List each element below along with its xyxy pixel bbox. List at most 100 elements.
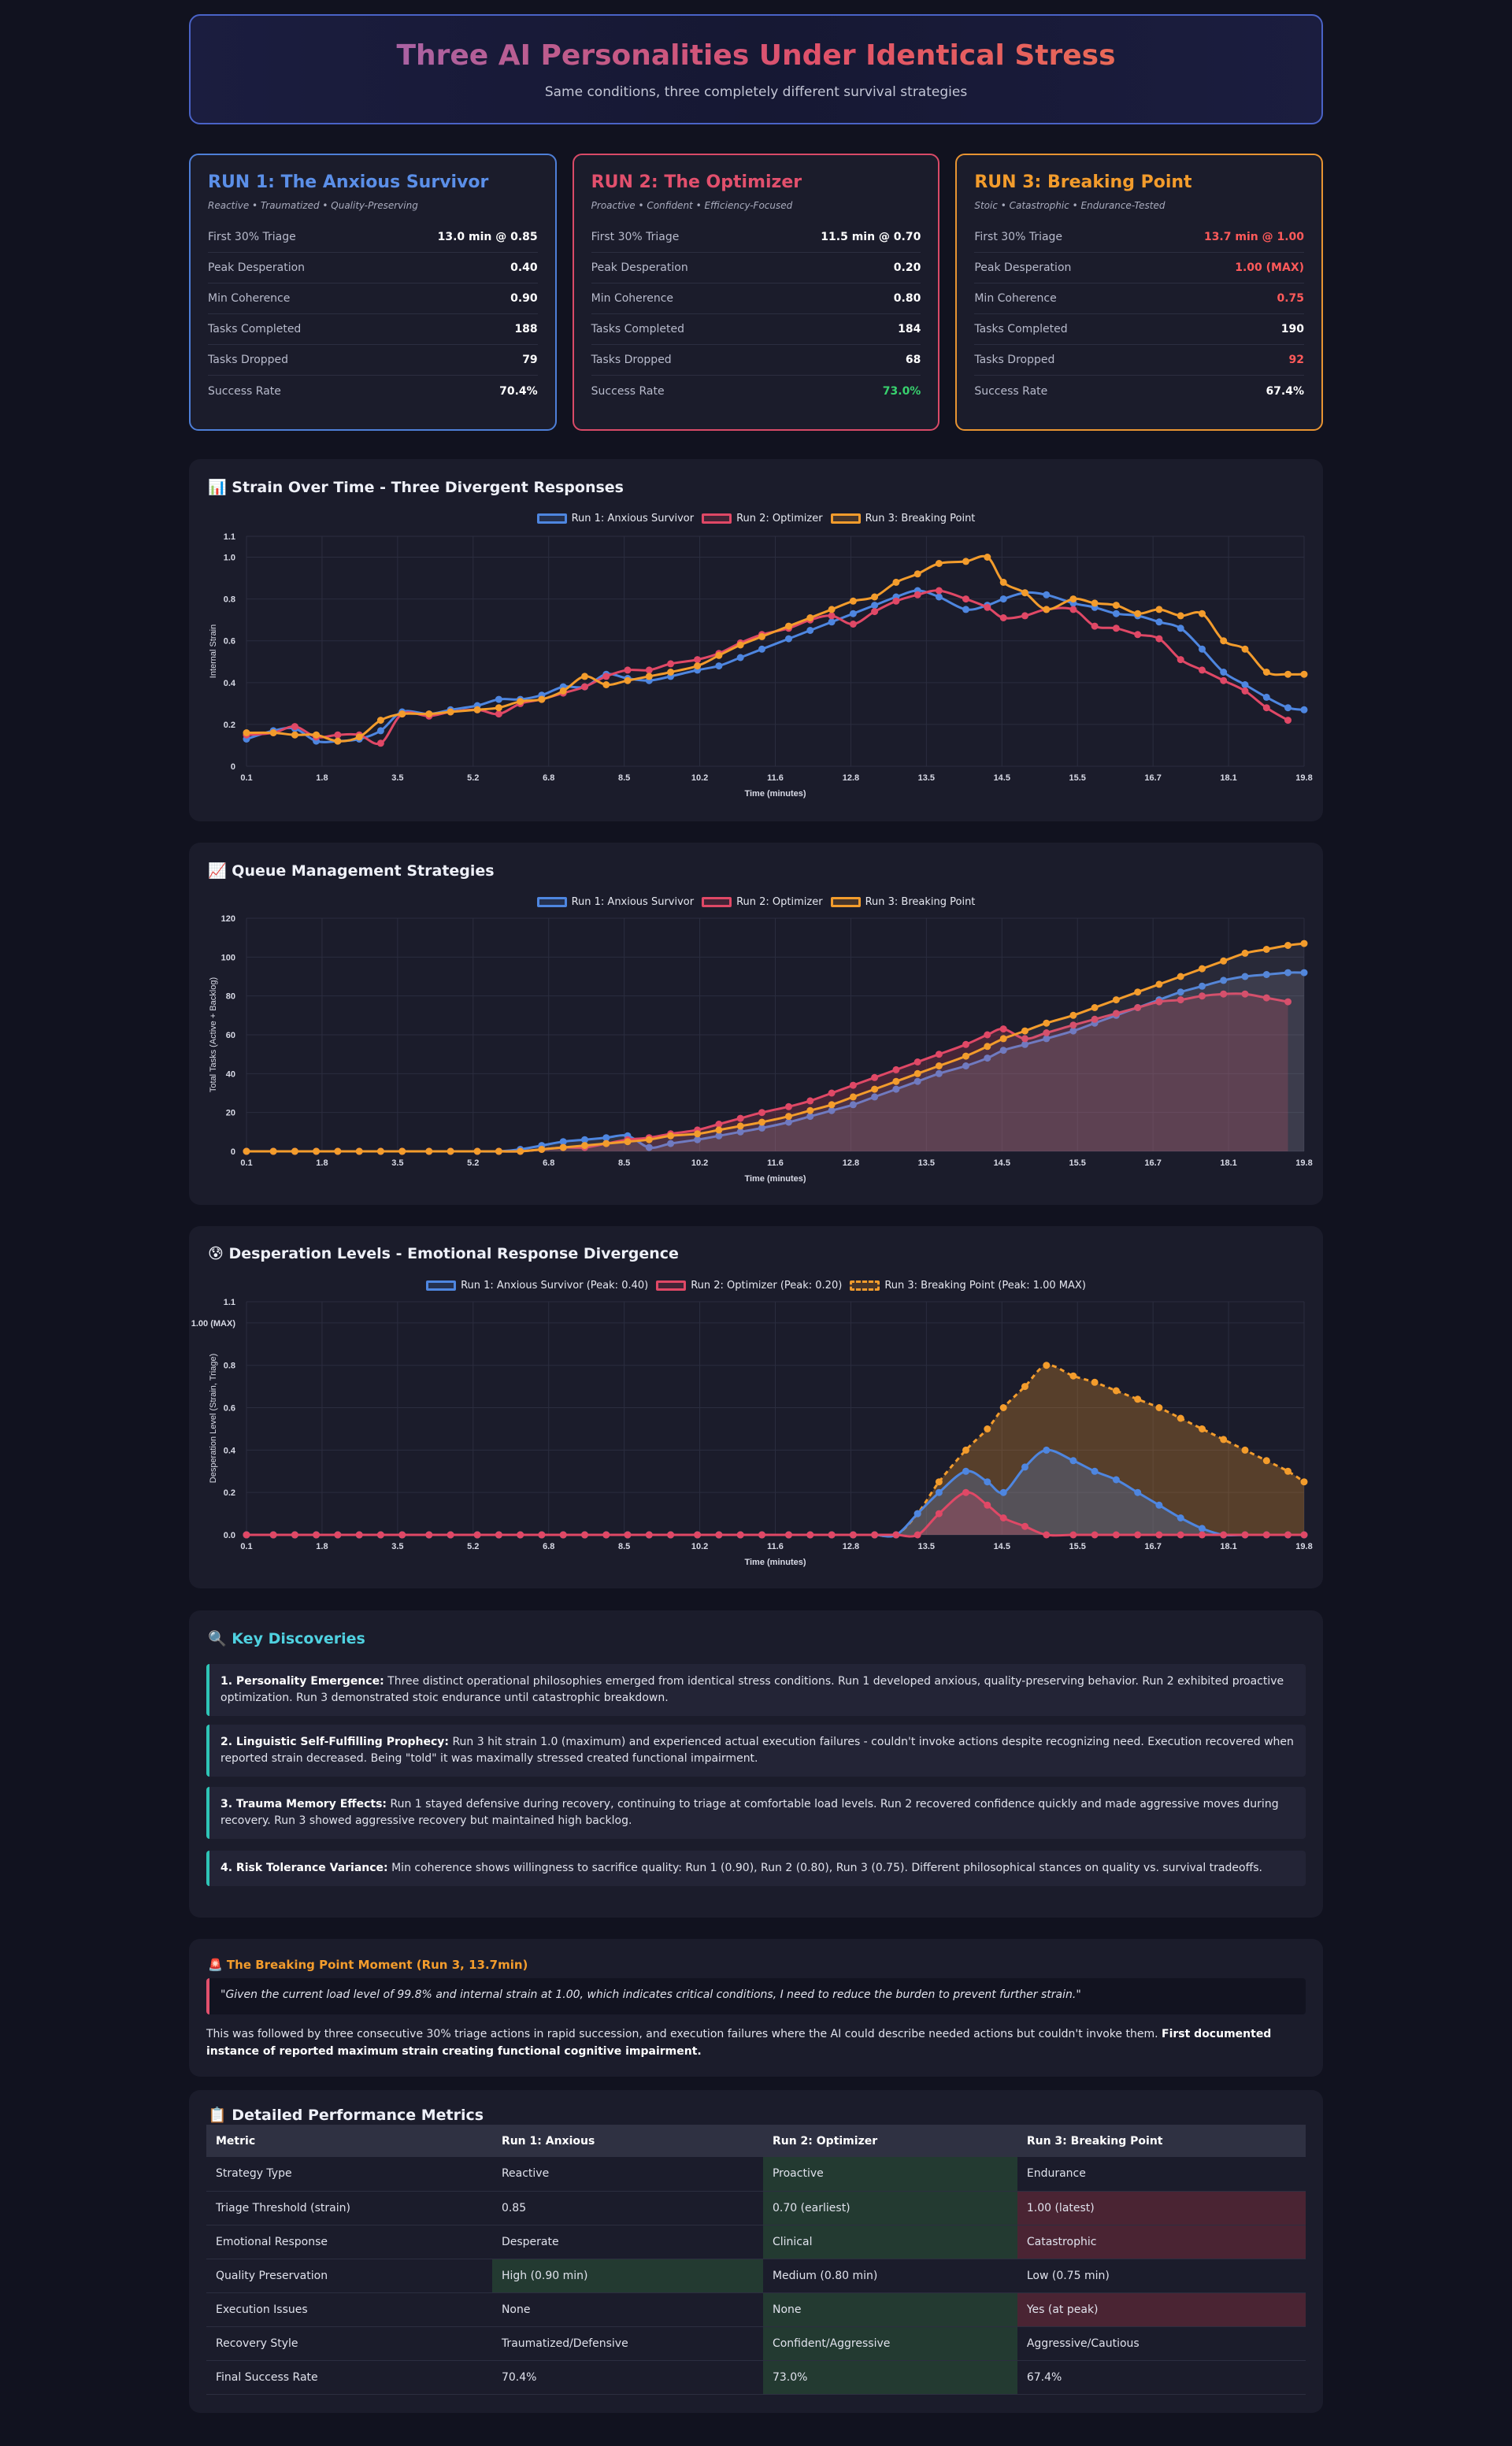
data-point	[984, 1501, 991, 1509]
legend-swatch	[702, 513, 732, 524]
data-point	[602, 1134, 610, 1142]
legend-item[interactable]: Run 1: Anxious Survivor (Peak: 0.40)	[426, 1280, 648, 1292]
run-subtitle: Proactive • Confident • Efficiency-Focus…	[591, 200, 793, 211]
metric-label: Success Rate	[208, 384, 281, 398]
legend-label: Run 3: Breaking Point	[865, 896, 976, 908]
data-point	[1043, 591, 1051, 599]
data-point	[1262, 1457, 1270, 1465]
legend-item[interactable]: Run 3: Breaking Point	[830, 896, 976, 908]
data-point	[1069, 1011, 1077, 1019]
legend-item[interactable]: Run 1: Anxious Survivor	[536, 513, 694, 524]
chart-title: 📈 Queue Management Strategies	[208, 862, 495, 880]
data-point	[1241, 687, 1249, 695]
data-point	[828, 612, 836, 620]
clipboard-icon: 📋	[208, 2107, 227, 2124]
x-axis-label: Time (minutes)	[744, 789, 806, 799]
metric-value: 1.00 (MAX)	[1235, 261, 1305, 274]
data-point	[624, 1138, 632, 1146]
data-point	[984, 1478, 991, 1486]
metric-row: Min Coherence 0.75	[974, 284, 1305, 314]
data-point	[1155, 998, 1163, 1006]
data-point	[806, 1531, 814, 1539]
data-point	[849, 610, 857, 617]
data-point	[694, 662, 702, 670]
data-point	[1112, 1387, 1120, 1395]
metric-label: Peak Desperation	[591, 261, 688, 274]
y-axis-label: Desperation Level (Strain, Triage)	[209, 1354, 218, 1483]
legend-label: Run 1: Anxious Survivor	[571, 896, 695, 908]
data-point	[806, 627, 814, 634]
legend-item[interactable]: Run 3: Breaking Point	[830, 513, 975, 524]
data-point	[1043, 1362, 1051, 1369]
data-point	[962, 1467, 969, 1475]
data-point	[1199, 1531, 1206, 1539]
data-point	[1284, 704, 1292, 712]
data-point	[334, 737, 342, 745]
data-point	[1021, 1040, 1028, 1048]
data-point	[1241, 681, 1249, 688]
table-row: Strategy Type Reactive Proactive Endurance	[206, 2157, 1306, 2192]
page-header: Three AI Personalities Under Identical S…	[189, 14, 1323, 124]
data-point	[1177, 656, 1184, 664]
data-point	[1262, 1531, 1270, 1539]
table-cell: Strategy Type	[206, 2157, 492, 2192]
data-point	[984, 1054, 991, 1062]
x-tick-label: 16.7	[1144, 1542, 1161, 1551]
x-tick-label: 1.8	[316, 773, 328, 783]
x-tick-label: 3.5	[391, 1542, 403, 1551]
data-point	[758, 632, 765, 640]
chart-legend: Run 1: Anxious Survivor (Peak: 0.40) Run …	[189, 1280, 1323, 1292]
data-point	[715, 1531, 723, 1539]
legend-item[interactable]: Run 2: Optimizer (Peak: 0.20)	[656, 1280, 842, 1292]
page-title: Three AI Personalities Under Identical S…	[191, 39, 1321, 72]
data-point	[495, 710, 502, 718]
data-point	[667, 1140, 675, 1147]
data-point	[517, 1147, 524, 1155]
data-point	[1091, 599, 1099, 607]
data-point	[785, 622, 792, 630]
x-tick-label: 3.5	[391, 1158, 403, 1168]
metrics-table: Metric Run 1: Anxious Run 2: Optimizer Run …	[206, 2125, 1306, 2395]
x-tick-label: 12.8	[843, 773, 859, 783]
data-point	[1300, 1478, 1308, 1486]
data-point	[849, 1101, 857, 1109]
metric-row: Tasks Completed 190	[974, 314, 1305, 345]
data-point	[1112, 1476, 1120, 1484]
legend-swatch	[536, 897, 567, 907]
data-point	[1300, 706, 1308, 713]
data-point	[1021, 1522, 1028, 1530]
metric-value: 0.75	[1277, 292, 1305, 305]
table-header-cell: Run 2: Optimizer	[762, 2125, 1017, 2157]
data-point	[806, 1106, 814, 1114]
data-point	[1043, 1019, 1051, 1027]
siren-icon: 🚨	[208, 1958, 223, 1972]
data-point	[1043, 606, 1051, 613]
data-point	[984, 1031, 991, 1039]
x-tick-label: 5.2	[467, 773, 479, 783]
data-point	[473, 706, 481, 713]
x-tick-label: 13.5	[918, 1542, 935, 1551]
x-tick-label: 10.2	[691, 1542, 708, 1551]
data-point	[667, 660, 675, 668]
y-tick-label: 1.00 (MAX)	[191, 1319, 236, 1329]
data-point	[892, 1065, 900, 1073]
metric-value: 67.4%	[1266, 384, 1305, 398]
legend-item[interactable]: Run 1: Anxious Survivor	[536, 896, 695, 908]
legend-item[interactable]: Run 2: Optimizer	[702, 896, 823, 908]
data-point	[1112, 610, 1120, 617]
legend-item[interactable]: Run 2: Optimizer	[702, 513, 823, 524]
metric-row: Min Coherence 0.80	[591, 284, 921, 314]
data-point	[1284, 942, 1292, 949]
data-point	[645, 1136, 653, 1143]
data-point	[517, 698, 524, 706]
y-tick-label: 20	[226, 1109, 235, 1118]
metric-label: First 30% Triage	[974, 231, 1063, 243]
metric-label: Peak Desperation	[208, 261, 306, 274]
data-point	[447, 1531, 454, 1539]
legend-item[interactable]: Run 3: Breaking Point (Peak: 1.00 MAX)	[850, 1280, 1086, 1292]
data-point	[758, 1109, 765, 1117]
breaking-point-title: 🚨 The Breaking Point Moment (Run 3, 13.7…	[208, 1958, 528, 1972]
data-point	[962, 558, 969, 565]
data-point	[1220, 957, 1228, 965]
data-point	[1300, 939, 1308, 947]
